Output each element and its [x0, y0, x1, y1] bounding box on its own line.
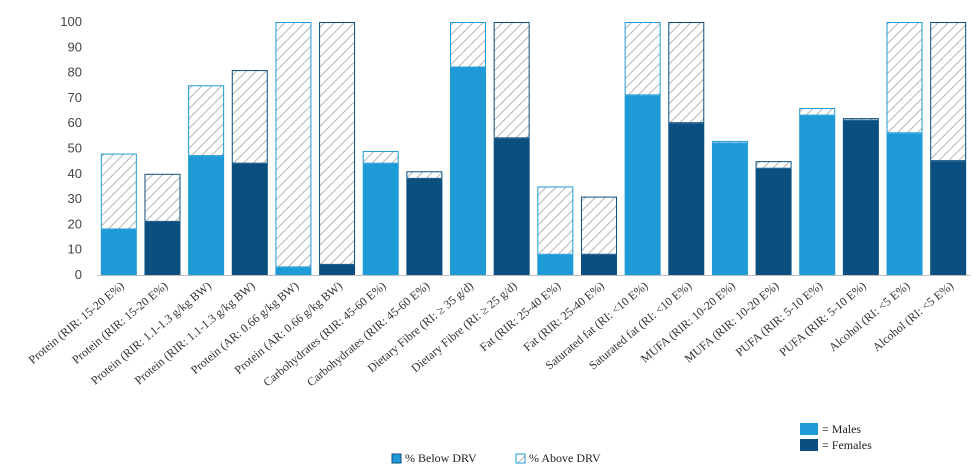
bar-below-drv — [100, 229, 137, 275]
bar-below-drv — [231, 163, 268, 275]
x-tick-label: Alcohol (RI: <5 E%) — [870, 279, 956, 355]
bars — [100, 22, 967, 276]
bar-below-drv — [406, 178, 443, 275]
y-tick-label: 60 — [68, 115, 82, 130]
bar-above-drv — [886, 22, 923, 134]
bar-above-drv — [799, 108, 836, 116]
bar-below-drv — [275, 267, 312, 275]
y-tick-label: 50 — [68, 141, 82, 156]
bar-above-drv — [930, 22, 967, 162]
legend-label-females: = Females — [822, 438, 872, 452]
legend-swatch-females — [800, 439, 818, 451]
y-tick-label: 40 — [68, 166, 82, 181]
bar-below-drv — [493, 138, 530, 275]
legend-label-above: % Above DRV — [529, 451, 601, 464]
bar-below-drv — [580, 254, 617, 275]
y-axis: 0 10 20 30 40 50 60 70 80 90 100 — [60, 14, 82, 282]
legend-label-below: % Below DRV — [405, 451, 477, 464]
bar-below-drv — [799, 115, 836, 275]
bar-below-drv — [886, 133, 923, 275]
bar-above-drv — [668, 22, 705, 124]
bar-above-drv — [580, 196, 617, 255]
x-axis: Protein (RIR: 15-20 E%)Protein (RIR: 15-… — [26, 275, 970, 389]
bar-below-drv — [319, 264, 356, 275]
y-tick-label: 30 — [68, 191, 82, 206]
bar-above-drv — [406, 171, 443, 179]
y-tick-label: 0 — [75, 267, 82, 282]
y-tick-label: 90 — [68, 39, 82, 54]
bar-above-drv — [100, 153, 137, 230]
y-tick-label: 10 — [68, 242, 82, 257]
bar-below-drv — [537, 254, 574, 275]
bar-below-drv — [188, 156, 225, 275]
bar-above-drv — [144, 173, 181, 222]
bar-above-drv — [319, 22, 356, 265]
bar-below-drv — [930, 161, 967, 275]
bar-below-drv — [450, 67, 487, 275]
legend-swatch-below — [391, 453, 402, 464]
bar-above-drv — [493, 22, 530, 139]
bar-above-drv — [362, 151, 399, 164]
bar-below-drv — [624, 95, 661, 276]
bar-above-drv — [711, 140, 748, 144]
bar-above-drv — [755, 161, 792, 169]
bar-above-drv — [275, 22, 312, 268]
bar-below-drv — [755, 168, 792, 275]
bar-above-drv — [231, 70, 268, 164]
legend-swatch-males — [800, 423, 818, 435]
bar-above-drv — [842, 118, 879, 121]
bar-above-drv — [450, 22, 487, 68]
bar-below-drv — [144, 221, 181, 275]
y-tick-label: 70 — [68, 90, 82, 105]
legend-label-males: = Males — [822, 422, 861, 436]
y-tick-label: 20 — [68, 216, 82, 231]
y-tick-label: 80 — [68, 65, 82, 80]
legend-swatch-above — [515, 453, 526, 464]
y-tick-label: 100 — [60, 14, 82, 29]
bar-above-drv — [188, 85, 225, 157]
bar-below-drv — [842, 120, 879, 275]
bar-above-drv — [537, 186, 574, 255]
bar-below-drv — [711, 143, 748, 275]
legend: % Below DRV % Above DRV = Males = Females — [391, 422, 872, 464]
bar-below-drv — [362, 163, 399, 275]
bar-above-drv — [624, 22, 661, 96]
bar-below-drv — [668, 123, 705, 275]
